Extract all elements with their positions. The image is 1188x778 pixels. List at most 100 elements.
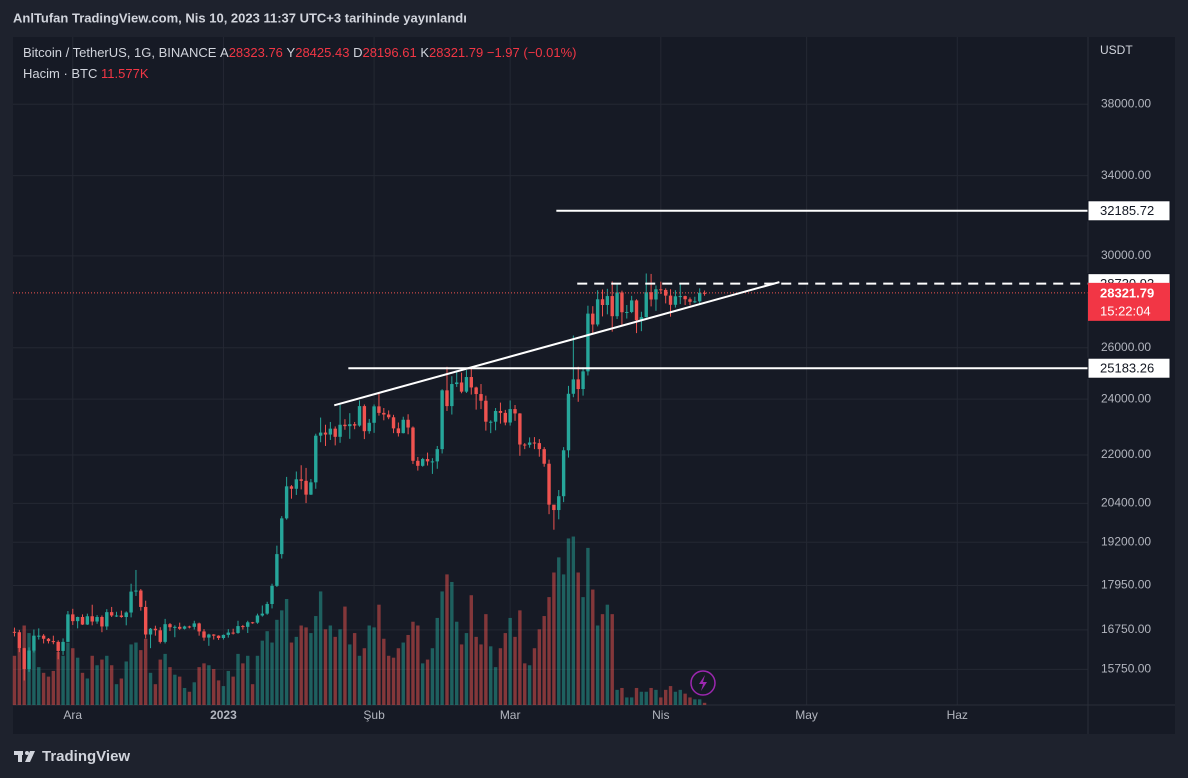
volume-bar [571, 536, 576, 705]
tv-logo [14, 751, 35, 762]
candle-body [124, 612, 128, 618]
volume-bar [688, 697, 692, 705]
candle-body [75, 617, 80, 622]
candle-body [51, 641, 56, 643]
candle-body [450, 384, 454, 407]
candle-body [430, 461, 435, 463]
candle-body [702, 292, 707, 294]
volume-bar [343, 606, 347, 705]
candle-body [411, 427, 415, 461]
volume-bar [508, 617, 512, 705]
candle-body [357, 406, 362, 426]
candle-body [561, 450, 566, 497]
brand: TradingView [42, 748, 130, 765]
volume-bar [386, 655, 391, 705]
volume-bar [124, 661, 128, 705]
volume-bar [702, 702, 707, 705]
volume-bar [430, 648, 435, 705]
candle-body [605, 296, 610, 306]
volume-bar [143, 638, 148, 705]
volume-bar [663, 689, 668, 705]
candle-body [557, 496, 561, 511]
volume-bar [294, 636, 299, 705]
volume-bar [396, 648, 401, 705]
candle-body [139, 590, 143, 607]
volume-bar [474, 636, 478, 705]
volume-bar [561, 574, 566, 705]
candle-body [231, 632, 235, 634]
volume-bar [610, 614, 614, 705]
volume-bar [629, 697, 634, 705]
volume-bar [401, 642, 405, 705]
y-tick-label: 15750.00 [1101, 662, 1151, 676]
candle-body [12, 631, 17, 633]
candle-body [158, 630, 162, 642]
candle-body [508, 409, 512, 423]
candle-body [289, 486, 294, 489]
y-tick-label: 38000.00 [1101, 96, 1151, 110]
volume-bar [333, 636, 337, 705]
candle-body [542, 449, 546, 464]
volume-bar [304, 627, 308, 705]
candle-body [416, 460, 420, 466]
candle-body [148, 628, 153, 635]
y-tick-label: 17950.00 [1101, 578, 1151, 592]
volume-bar [591, 589, 595, 705]
volume-bar [542, 616, 546, 705]
candle-body [654, 289, 658, 300]
volume-bar [51, 670, 56, 705]
x-tick-label: Şub [363, 708, 385, 722]
volume-bar [328, 625, 333, 705]
candle-body [489, 421, 493, 423]
candle-body [634, 300, 639, 321]
candle-body [663, 289, 668, 296]
x-tick-label: 2023 [210, 708, 237, 722]
ohlc-value: 28196.61 [362, 45, 417, 60]
candle-body [250, 622, 255, 624]
volume-bar [32, 650, 36, 705]
volume-bar [464, 633, 469, 705]
y-tick-label: 34000.00 [1101, 168, 1151, 182]
volume-bar [275, 619, 279, 705]
volume-bar [148, 672, 153, 705]
volume-bar [309, 633, 313, 705]
volume-bar [435, 617, 439, 705]
candle-body [71, 614, 75, 622]
volume-bar [163, 653, 167, 705]
volume-bar [532, 648, 537, 705]
volume-bar [372, 627, 376, 705]
volume-bar [192, 682, 196, 705]
volume-bar [119, 678, 124, 705]
alert-icon[interactable] [690, 670, 716, 696]
volume-bar [503, 633, 508, 705]
ohlc-label: D [353, 45, 363, 60]
candle-body [639, 317, 644, 321]
publish-title: AnlTufan TradingView.com, Nis 10, 2023 1… [13, 10, 467, 25]
candle-body [304, 480, 308, 495]
volume-bar [105, 655, 109, 705]
volume-bar [75, 657, 80, 705]
ohlc-value: 28323.76 [228, 45, 283, 60]
volume-bar [284, 599, 289, 705]
volume-bar [71, 648, 75, 705]
volume-bar [654, 689, 658, 705]
ohlc-label: K [420, 45, 429, 60]
volume-bar [406, 634, 410, 705]
volume-bar [634, 687, 639, 705]
symbol: Bitcoin / TetherUS, 1G, BINANCE [23, 45, 217, 60]
volume-bar [299, 625, 303, 705]
candle-body [532, 442, 537, 444]
volume-bar [605, 604, 610, 705]
volume-bar [158, 659, 162, 705]
change: −1.97 (−0.01%) [486, 45, 577, 60]
volume-bar [391, 657, 396, 705]
legend-row: Bitcoin / TetherUS, 1G, BINANCE A 28323.7… [23, 45, 576, 60]
volume-bar [12, 655, 17, 705]
candle-body [246, 622, 250, 627]
candle-body [527, 442, 532, 445]
y-tick-label: 22000.00 [1101, 447, 1151, 461]
volume-bar [357, 655, 362, 705]
volume-bar [216, 680, 221, 705]
candle-body [459, 382, 464, 392]
